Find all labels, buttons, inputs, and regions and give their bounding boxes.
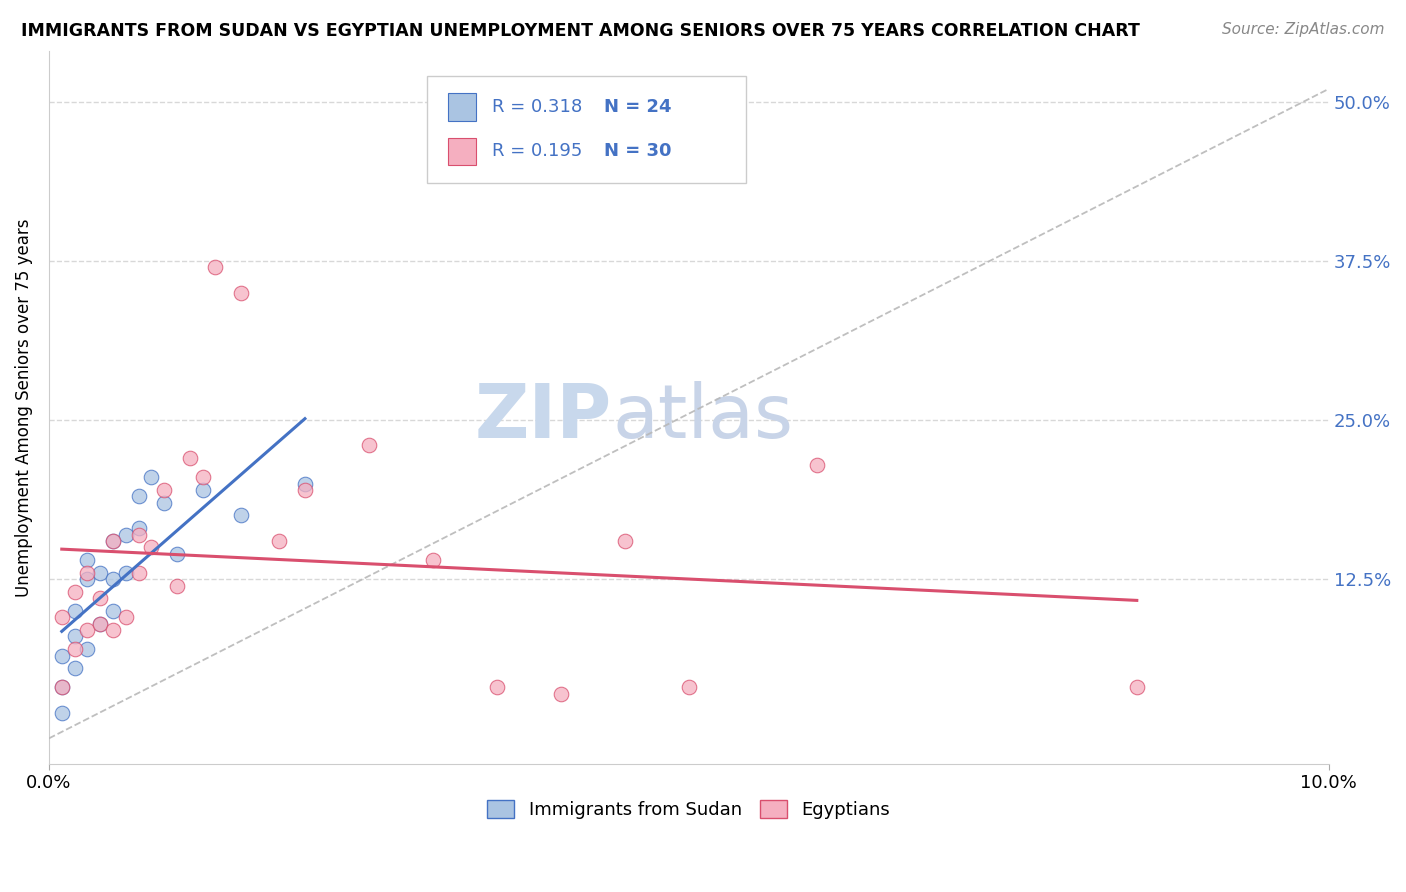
Point bbox=[485, 681, 508, 695]
Point bbox=[550, 687, 572, 701]
Point bbox=[51, 681, 73, 695]
Text: Source: ZipAtlas.com: Source: ZipAtlas.com bbox=[1222, 22, 1385, 37]
Point bbox=[89, 591, 111, 606]
Point bbox=[422, 553, 444, 567]
Point bbox=[76, 623, 98, 637]
Point bbox=[613, 533, 636, 548]
Point bbox=[101, 533, 124, 548]
FancyBboxPatch shape bbox=[449, 94, 477, 120]
Text: N = 30: N = 30 bbox=[605, 142, 672, 161]
Point bbox=[63, 642, 86, 657]
Point bbox=[153, 496, 176, 510]
Legend: Immigrants from Sudan, Egyptians: Immigrants from Sudan, Egyptians bbox=[481, 792, 897, 826]
Point bbox=[51, 610, 73, 624]
Point bbox=[114, 527, 136, 541]
Point bbox=[229, 285, 252, 300]
Point bbox=[63, 604, 86, 618]
Point bbox=[1126, 681, 1149, 695]
Point bbox=[269, 533, 291, 548]
Point bbox=[63, 630, 86, 644]
Point bbox=[101, 533, 124, 548]
FancyBboxPatch shape bbox=[426, 76, 747, 183]
Point bbox=[101, 604, 124, 618]
Point bbox=[101, 572, 124, 586]
Text: IMMIGRANTS FROM SUDAN VS EGYPTIAN UNEMPLOYMENT AMONG SENIORS OVER 75 YEARS CORRE: IMMIGRANTS FROM SUDAN VS EGYPTIAN UNEMPL… bbox=[21, 22, 1140, 40]
Point bbox=[141, 541, 163, 555]
Point bbox=[153, 483, 176, 497]
Point bbox=[141, 470, 163, 484]
Text: R = 0.318: R = 0.318 bbox=[492, 98, 582, 116]
Y-axis label: Unemployment Among Seniors over 75 years: Unemployment Among Seniors over 75 years bbox=[15, 218, 32, 597]
Point bbox=[114, 566, 136, 580]
Point bbox=[128, 489, 150, 503]
Point bbox=[114, 610, 136, 624]
Point bbox=[229, 508, 252, 523]
Point bbox=[128, 521, 150, 535]
FancyBboxPatch shape bbox=[449, 137, 477, 165]
Text: N = 24: N = 24 bbox=[605, 98, 672, 116]
Point bbox=[357, 438, 380, 452]
Point bbox=[101, 623, 124, 637]
Point bbox=[166, 547, 188, 561]
Point bbox=[51, 681, 73, 695]
Point bbox=[76, 642, 98, 657]
Text: atlas: atlas bbox=[612, 382, 793, 454]
Text: R = 0.195: R = 0.195 bbox=[492, 142, 582, 161]
Point bbox=[294, 476, 316, 491]
Point bbox=[204, 260, 226, 275]
Text: ZIP: ZIP bbox=[475, 382, 612, 454]
Point bbox=[51, 706, 73, 720]
Point bbox=[89, 616, 111, 631]
Point bbox=[128, 527, 150, 541]
Point bbox=[51, 648, 73, 663]
Point bbox=[76, 572, 98, 586]
Point bbox=[63, 585, 86, 599]
Point bbox=[294, 483, 316, 497]
Point bbox=[191, 470, 214, 484]
Point bbox=[76, 553, 98, 567]
Point bbox=[76, 566, 98, 580]
Point bbox=[166, 578, 188, 592]
Point bbox=[191, 483, 214, 497]
Point bbox=[678, 681, 700, 695]
Point bbox=[179, 451, 201, 466]
Point bbox=[128, 566, 150, 580]
Point bbox=[89, 566, 111, 580]
Point bbox=[89, 616, 111, 631]
Point bbox=[63, 661, 86, 675]
Point bbox=[806, 458, 828, 472]
